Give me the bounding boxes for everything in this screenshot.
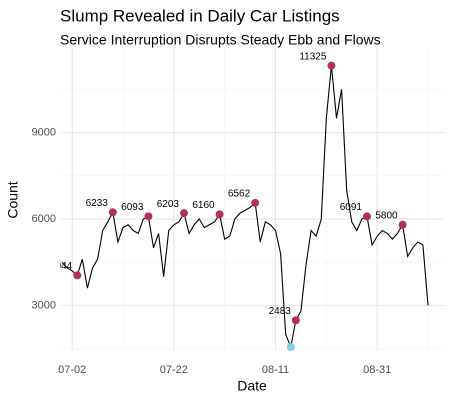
- min-point: [286, 343, 295, 352]
- chart-subtitle: Service Interruption Disrupts Steady Ebb…: [60, 32, 381, 48]
- highlight-point: [180, 209, 188, 218]
- highlight-point: [398, 220, 407, 229]
- x-tick-label: 07-22: [160, 364, 188, 376]
- data-label: 6091: [340, 202, 363, 213]
- y-tick-label: 3000: [32, 299, 56, 311]
- highlight-point: [291, 316, 300, 325]
- data-label: 6160: [192, 200, 215, 211]
- x-tick-label: 08-31: [363, 364, 391, 376]
- y-tick-label: 9000: [32, 127, 56, 139]
- data-label: 4044: [50, 261, 73, 272]
- data-label: 6093: [121, 202, 144, 213]
- data-label: 6562: [228, 188, 251, 199]
- x-tick-label: 08-11: [262, 364, 289, 376]
- highlight-point: [363, 212, 371, 221]
- data-label: 6233: [86, 198, 109, 209]
- highlight-point: [73, 271, 82, 280]
- data-label: 6203: [157, 199, 180, 210]
- highlight-point: [327, 61, 336, 70]
- data-label: 11325: [299, 51, 327, 62]
- grid: [60, 47, 445, 350]
- highlight-point: [144, 212, 153, 221]
- chart-title: Slump Revealed in Daily Car Listings: [60, 6, 340, 25]
- x-tick-label: 07-02: [58, 364, 86, 376]
- y-axis-label: Count: [5, 181, 21, 218]
- highlight-point: [251, 198, 260, 207]
- data-label: 2483: [269, 306, 292, 317]
- plot-area: 4044 6233 6093 6203 6160 6562 2483 11325 6091 580…: [50, 51, 429, 352]
- highlight-point: [215, 210, 224, 219]
- data-label: 5800: [375, 210, 398, 221]
- x-axis-label: Date: [237, 378, 267, 394]
- highlight-point: [108, 208, 117, 217]
- y-tick-label: 6000: [32, 213, 56, 225]
